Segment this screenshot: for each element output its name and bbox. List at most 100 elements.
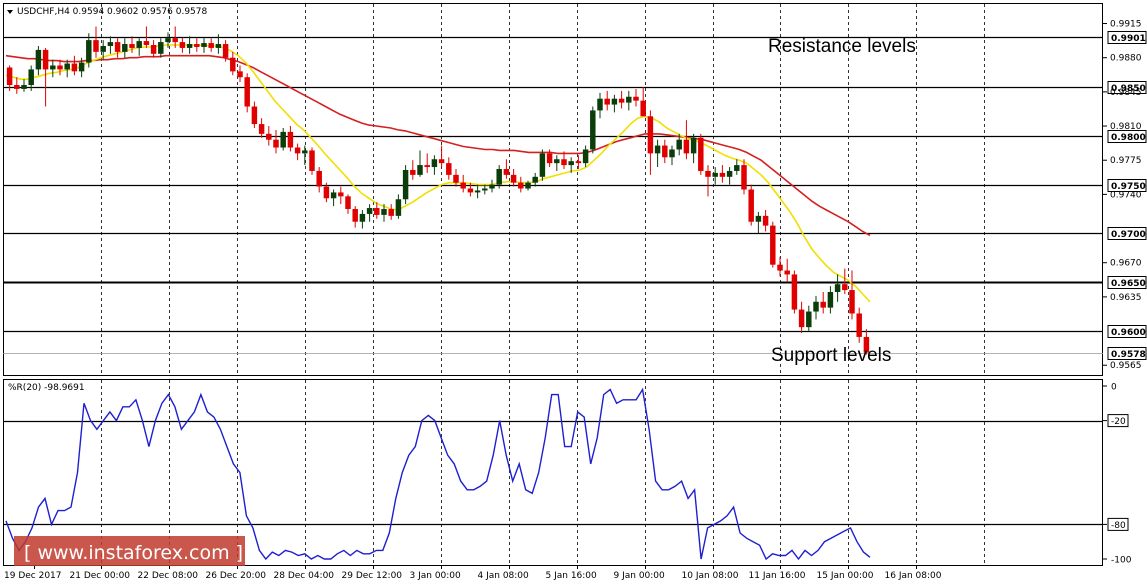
candle-body [806, 311, 812, 328]
candle-body [590, 110, 596, 150]
level-price-label-text: 0.9901 [1111, 34, 1146, 44]
candle-body [424, 165, 430, 168]
candle-body [57, 65, 63, 70]
candle-body [374, 208, 380, 215]
candle-body [568, 161, 574, 166]
candle-body [150, 45, 157, 54]
candle-body [453, 174, 459, 183]
candle-body [734, 165, 740, 171]
candle-body [316, 170, 322, 187]
candle-body [611, 98, 618, 105]
candle-body [510, 174, 517, 183]
vertical-grid [101, 4, 985, 565]
slow-moving-average [5, 54, 871, 237]
instaforex-watermark: [ www.instaforex.com ] [14, 536, 245, 566]
candle-body [345, 196, 351, 210]
candle-body [539, 153, 546, 177]
candle-body [626, 96, 632, 103]
time-tick-label: 22 Dec 08:00 [138, 571, 199, 581]
price-tick-label: 0.9775 [1110, 156, 1142, 166]
support-annotation: Support levels [771, 345, 891, 366]
candle-body [352, 209, 358, 222]
wpr-level-box [1107, 517, 1129, 531]
candle-body [633, 96, 639, 101]
candle-body [431, 159, 438, 168]
current-price-label-text: 0.9578 [1111, 350, 1146, 360]
candle-body [791, 274, 798, 310]
candle-body [323, 186, 330, 199]
candle-body [273, 139, 279, 148]
candle-body [50, 65, 56, 70]
time-tick-label: 29 Dec 12:00 [342, 571, 403, 581]
candle-body [460, 182, 466, 189]
level-price-label-box [1107, 179, 1147, 192]
wpr-tick-label: -80 [1111, 521, 1126, 531]
price-tick-label: 0.9670 [1110, 259, 1142, 269]
watermark-text: [ www.instaforex.com ] [24, 542, 243, 564]
candle-body [129, 44, 135, 48]
resistance-annotation: Resistance levels [768, 36, 916, 57]
candle-body [122, 44, 128, 52]
candle-body [136, 41, 142, 48]
level-price-label-text: 0.9850 [1111, 84, 1146, 94]
candle-body [338, 192, 344, 197]
time-tick-label: 21 Dec 00:00 [70, 571, 131, 581]
price-tick-label: 0.9915 [1110, 20, 1142, 30]
candle-body [698, 137, 704, 171]
symbol-dropdown-icon[interactable] [7, 10, 13, 14]
candle-body [215, 44, 222, 48]
candle-body [546, 153, 553, 164]
current-price-label-box [1107, 347, 1147, 360]
candle-body [525, 182, 531, 189]
horizontal-levels: 0.9901 0.9850 0.9800 0.9750 0.9700 0.9650 0.96… [3, 31, 1147, 360]
wpr-indicator [3, 387, 1103, 561]
price-tick-label: 0.9635 [1110, 293, 1142, 303]
level-price-label: 0.9850 [1107, 81, 1147, 94]
candle-body [654, 145, 661, 154]
candle-body [770, 225, 776, 265]
candle-body [366, 208, 373, 214]
candle-body [302, 150, 308, 154]
candle-body [813, 301, 819, 312]
candle-body [86, 40, 92, 63]
time-tick-label: 16 Jan 08:00 [885, 571, 942, 581]
candle-body [820, 301, 826, 308]
wpr-line [5, 387, 871, 561]
candle-body [690, 137, 697, 154]
time-tick-label: 19 Dec 2017 [4, 571, 62, 581]
candle-body [6, 67, 13, 86]
level-price-label-box [1107, 31, 1147, 44]
wpr-level-box [1107, 414, 1129, 428]
candle-body [755, 215, 762, 222]
candle-body [474, 190, 481, 193]
candle-body [554, 159, 560, 164]
time-tick-label: 9 Jan 00:00 [614, 571, 666, 581]
candle-body [827, 292, 834, 308]
candle-body [222, 44, 229, 58]
candle-body [748, 189, 754, 222]
candle-body [741, 165, 747, 190]
candle-body [683, 139, 690, 154]
time-tick-label: 28 Dec 04:00 [274, 571, 335, 581]
level-price-label: 0.9600 [1107, 325, 1147, 338]
time-tick-label: 10 Jan 08:00 [682, 571, 739, 581]
candle-body [280, 131, 286, 148]
wpr-header: %R(20) -98.9691 [8, 383, 85, 393]
wpr-panel-frame [3, 379, 1103, 566]
candle-body [359, 213, 366, 222]
candle-body [762, 215, 769, 226]
price-tick-label: 0.9565 [1110, 361, 1142, 371]
candle-body [863, 336, 870, 353]
level-price-label-text: 0.9700 [1111, 230, 1146, 240]
candle-body [381, 209, 387, 215]
candle-body [42, 49, 49, 70]
candle-body [705, 170, 711, 177]
candle-body [662, 145, 668, 158]
price-axis: 0.9915 0.9880 0.9845 0.9810 0.9775 0.9740 0.96… [1103, 20, 1142, 371]
candle-body [712, 172, 718, 177]
candle-body [201, 43, 207, 47]
candle-body [726, 170, 733, 177]
candle-body [309, 150, 315, 171]
candle-body [266, 133, 272, 140]
